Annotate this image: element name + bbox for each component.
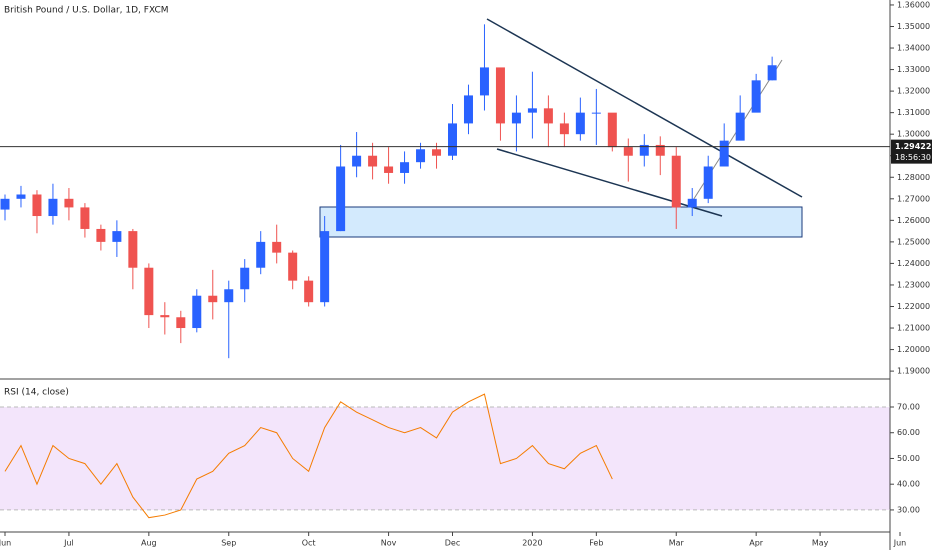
y-tick-label: 50.00 [897, 454, 920, 463]
candle-body [463, 95, 473, 124]
x-tick-label: Dec [445, 539, 460, 548]
candle-body [751, 80, 761, 113]
candle-body [655, 144, 665, 156]
candle-body [591, 112, 601, 114]
candle-body [160, 315, 170, 318]
candle-body [256, 241, 266, 268]
candle-body [703, 166, 713, 199]
candle-body [304, 280, 314, 303]
candle-body [432, 149, 442, 156]
candle-body [639, 144, 649, 156]
y-tick-label: 1.19000 [897, 367, 930, 376]
x-tick-label: Feb [589, 539, 603, 548]
candle-body [527, 108, 537, 113]
candle-body [80, 207, 90, 229]
trend-line [496, 148, 723, 217]
y-tick-label: 1.33000 [897, 65, 930, 74]
candle-body [400, 162, 410, 173]
x-tick-label: Aug [141, 539, 157, 548]
countdown-label: 18:56:30 [895, 153, 931, 162]
candle-body [559, 123, 569, 135]
y-tick-label: 1.25000 [897, 237, 930, 246]
candle-body [767, 65, 777, 81]
x-tick-label: Jun [893, 539, 907, 548]
candle-body [112, 231, 122, 242]
candle-body [176, 317, 186, 329]
candle-body [224, 289, 234, 303]
y-tick-label: 1.34000 [897, 44, 930, 53]
candle-body [352, 155, 362, 167]
y-tick-label: 1.30000 [897, 130, 930, 139]
y-tick-label: 60.00 [897, 428, 920, 437]
candle-body [128, 231, 138, 268]
x-tick-label: Sep [221, 539, 236, 548]
candle-body [495, 67, 505, 124]
candle-body [240, 267, 250, 290]
y-tick-label: 1.24000 [897, 259, 930, 268]
y-tick-label: 1.28000 [897, 173, 930, 182]
trend-line [486, 18, 803, 198]
candle-body [16, 194, 26, 199]
rsi-band [0, 406, 890, 510]
y-tick-label: 1.20000 [897, 345, 930, 354]
candle-body [623, 147, 633, 156]
y-tick-label: 1.31000 [897, 108, 930, 117]
rsi-title: RSI (14, close) [4, 388, 69, 398]
x-tick-label: Mar [669, 539, 685, 548]
y-tick-label: 40.00 [897, 480, 920, 489]
candle-body [575, 112, 585, 135]
y-tick-label: 1.35000 [897, 22, 930, 31]
candle-body [32, 194, 42, 217]
candle-body [320, 231, 330, 303]
y-tick-label: 1.32000 [897, 87, 930, 96]
candle-body [719, 140, 729, 167]
candle-body [0, 198, 10, 210]
x-tick-label: Nov [381, 539, 397, 548]
y-tick-label: 1.36000 [897, 0, 930, 9]
last-price-label: 1.29422 [895, 142, 931, 151]
y-tick-label: 1.26000 [897, 216, 930, 225]
candle-body [288, 252, 298, 281]
candle-body [479, 67, 489, 96]
candle-body [208, 295, 218, 303]
y-tick-label: 1.23000 [897, 280, 930, 289]
x-tick-label: May [812, 539, 829, 548]
x-tick-label: 2020 [522, 539, 542, 548]
y-tick-label: 1.21000 [897, 324, 930, 333]
candle-body [96, 228, 106, 242]
x-tick-label: Jun [0, 539, 11, 548]
candle-body [416, 149, 426, 163]
candle-body [607, 112, 617, 148]
x-tick-label: Apr [749, 539, 764, 548]
candle-body [48, 198, 58, 217]
last-price-box [891, 139, 932, 164]
candle-body [272, 241, 282, 253]
candle-body [336, 166, 346, 232]
candle-body [448, 123, 457, 156]
candle-body [384, 166, 394, 173]
candle-body [144, 267, 154, 316]
rsi-line [4, 393, 613, 519]
candle-body [671, 155, 681, 208]
candle-body [543, 108, 553, 124]
candle-body [368, 155, 378, 167]
y-tick-label: 70.00 [897, 402, 920, 411]
candle-body [511, 112, 521, 124]
candle-body [687, 198, 697, 208]
x-tick-label: Jul [63, 539, 74, 548]
chart-title: British Pound / U.S. Dollar, 1D, FXCM [4, 6, 169, 16]
candle-body [735, 112, 745, 141]
support-zone [319, 206, 803, 238]
x-tick-label: Oct [302, 539, 316, 548]
candle-body [64, 198, 74, 208]
y-tick-label: 1.27000 [897, 194, 930, 203]
y-tick-label: 30.00 [897, 505, 920, 514]
y-tick-label: 1.22000 [897, 302, 930, 311]
candle-body [192, 295, 202, 329]
